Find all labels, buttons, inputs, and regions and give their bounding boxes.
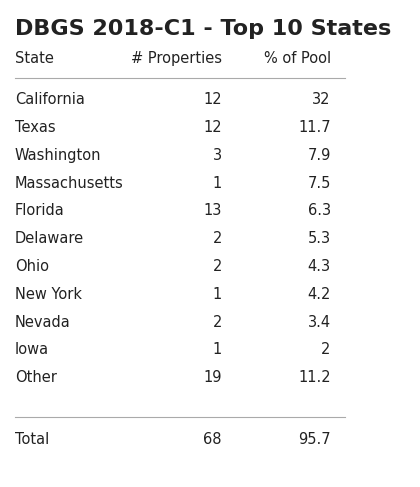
Text: 68: 68 xyxy=(203,432,222,447)
Text: 7.9: 7.9 xyxy=(307,148,331,163)
Text: 11.7: 11.7 xyxy=(298,120,331,135)
Text: 7.5: 7.5 xyxy=(307,176,331,191)
Text: # Properties: # Properties xyxy=(131,52,222,66)
Text: Nevada: Nevada xyxy=(15,315,71,330)
Text: 13: 13 xyxy=(204,204,222,219)
Text: 2: 2 xyxy=(321,342,331,357)
Text: % of Pool: % of Pool xyxy=(264,52,331,66)
Text: 1: 1 xyxy=(213,342,222,357)
Text: Other: Other xyxy=(15,370,57,385)
Text: 4.2: 4.2 xyxy=(307,287,331,302)
Text: Massachusetts: Massachusetts xyxy=(15,176,123,191)
Text: 1: 1 xyxy=(213,176,222,191)
Text: Total: Total xyxy=(15,432,49,447)
Text: 6.3: 6.3 xyxy=(307,204,331,219)
Text: 5.3: 5.3 xyxy=(307,231,331,246)
Text: Washington: Washington xyxy=(15,148,101,163)
Text: 12: 12 xyxy=(203,120,222,135)
Text: Texas: Texas xyxy=(15,120,55,135)
Text: 2: 2 xyxy=(213,315,222,330)
Text: DBGS 2018-C1 - Top 10 States: DBGS 2018-C1 - Top 10 States xyxy=(15,19,391,38)
Text: 19: 19 xyxy=(203,370,222,385)
Text: Delaware: Delaware xyxy=(15,231,84,246)
Text: 95.7: 95.7 xyxy=(298,432,331,447)
Text: New York: New York xyxy=(15,287,82,302)
Text: Iowa: Iowa xyxy=(15,342,49,357)
Text: California: California xyxy=(15,93,84,108)
Text: 12: 12 xyxy=(203,93,222,108)
Text: Ohio: Ohio xyxy=(15,259,49,274)
Text: 4.3: 4.3 xyxy=(307,259,331,274)
Text: Florida: Florida xyxy=(15,204,64,219)
Text: 2: 2 xyxy=(213,259,222,274)
Text: 2: 2 xyxy=(213,231,222,246)
Text: 32: 32 xyxy=(312,93,331,108)
Text: State: State xyxy=(15,52,54,66)
Text: 3.4: 3.4 xyxy=(307,315,331,330)
Text: 3: 3 xyxy=(213,148,222,163)
Text: 11.2: 11.2 xyxy=(298,370,331,385)
Text: 1: 1 xyxy=(213,287,222,302)
